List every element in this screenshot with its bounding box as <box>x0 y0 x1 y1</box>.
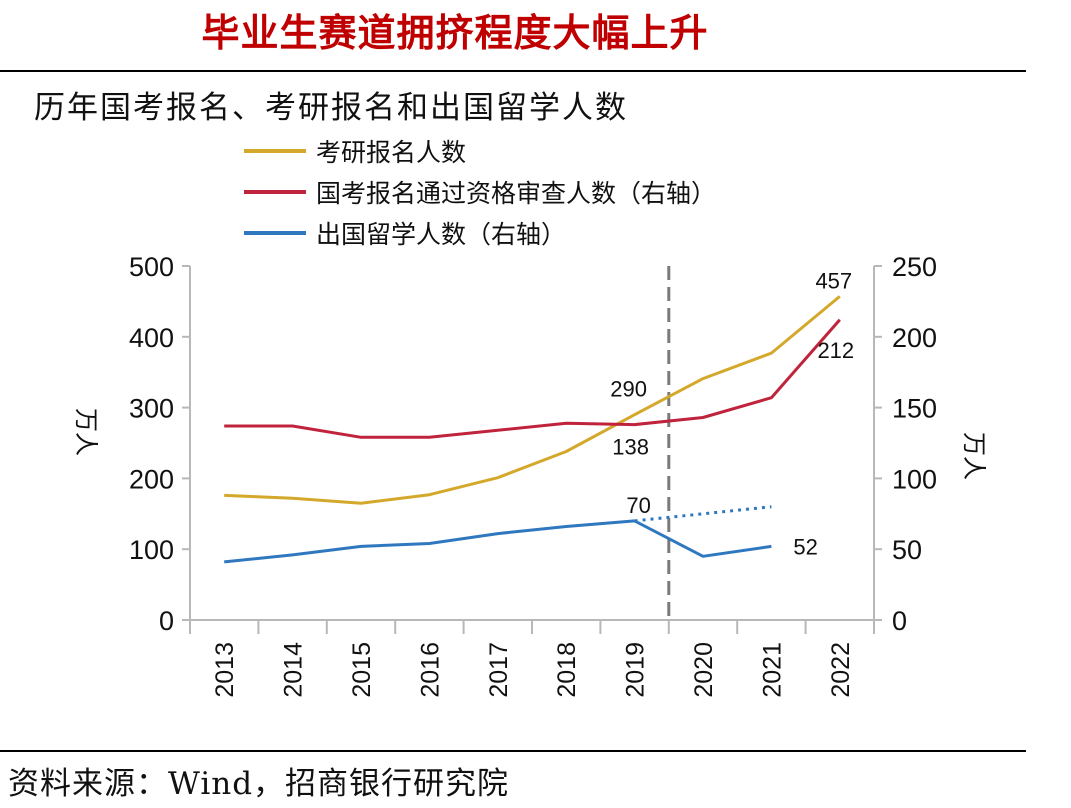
legend-label: 出国留学人数（右轴） <box>316 220 566 249</box>
x-tick-label: 2013 <box>211 642 239 698</box>
x-tick-label: 2018 <box>553 642 581 698</box>
right-tick-label: 150 <box>892 394 937 424</box>
right-tick-label: 250 <box>892 252 937 282</box>
bottom-rule <box>0 750 1026 752</box>
data-label: 52 <box>793 534 817 559</box>
data-label: 290 <box>610 377 647 402</box>
data-label: 138 <box>612 435 649 460</box>
series-line <box>224 295 841 505</box>
left-tick-label: 200 <box>129 464 174 494</box>
top-rule <box>0 70 1026 72</box>
left-tick-label: 300 <box>129 394 174 424</box>
series-line <box>224 318 841 439</box>
legend-label: 考研报名人数 <box>316 138 466 167</box>
left-tick-label: 0 <box>159 606 174 636</box>
left-tick-label: 500 <box>129 252 174 282</box>
chart-title: 历年国考报名、考研报名和出国留学人数 <box>34 90 628 126</box>
right-axis-unit: 万人 <box>960 432 988 480</box>
data-label: 457 <box>815 268 852 293</box>
x-tick-label: 2021 <box>758 642 786 698</box>
left-tick-label: 400 <box>129 323 174 353</box>
legend-label: 国考报名通过资格审查人数（右轴） <box>316 179 716 208</box>
x-tick-label: 2022 <box>827 642 855 698</box>
x-tick-label: 2020 <box>690 642 718 698</box>
x-tick-label: 2019 <box>622 642 650 698</box>
left-tick-label: 100 <box>129 535 174 565</box>
right-tick-label: 50 <box>892 535 922 565</box>
right-tick-label: 100 <box>892 464 937 494</box>
right-tick-label: 0 <box>892 606 907 636</box>
x-tick-label: 2014 <box>280 642 308 698</box>
dotted-trend-line <box>634 505 772 523</box>
left-axis-unit: 万人 <box>72 408 100 456</box>
x-tick-label: 2017 <box>485 642 513 698</box>
right-tick-label: 200 <box>892 323 937 353</box>
headline: 毕业生赛道拥挤程度大幅上升 <box>201 10 709 55</box>
data-label: 70 <box>626 493 650 518</box>
x-tick-label: 2016 <box>416 642 444 698</box>
x-tick-label: 2015 <box>348 642 376 698</box>
data-label: 212 <box>817 338 854 363</box>
series-line <box>224 519 772 564</box>
source-note: 资料来源：Wind，招商银行研究院 <box>8 766 510 802</box>
